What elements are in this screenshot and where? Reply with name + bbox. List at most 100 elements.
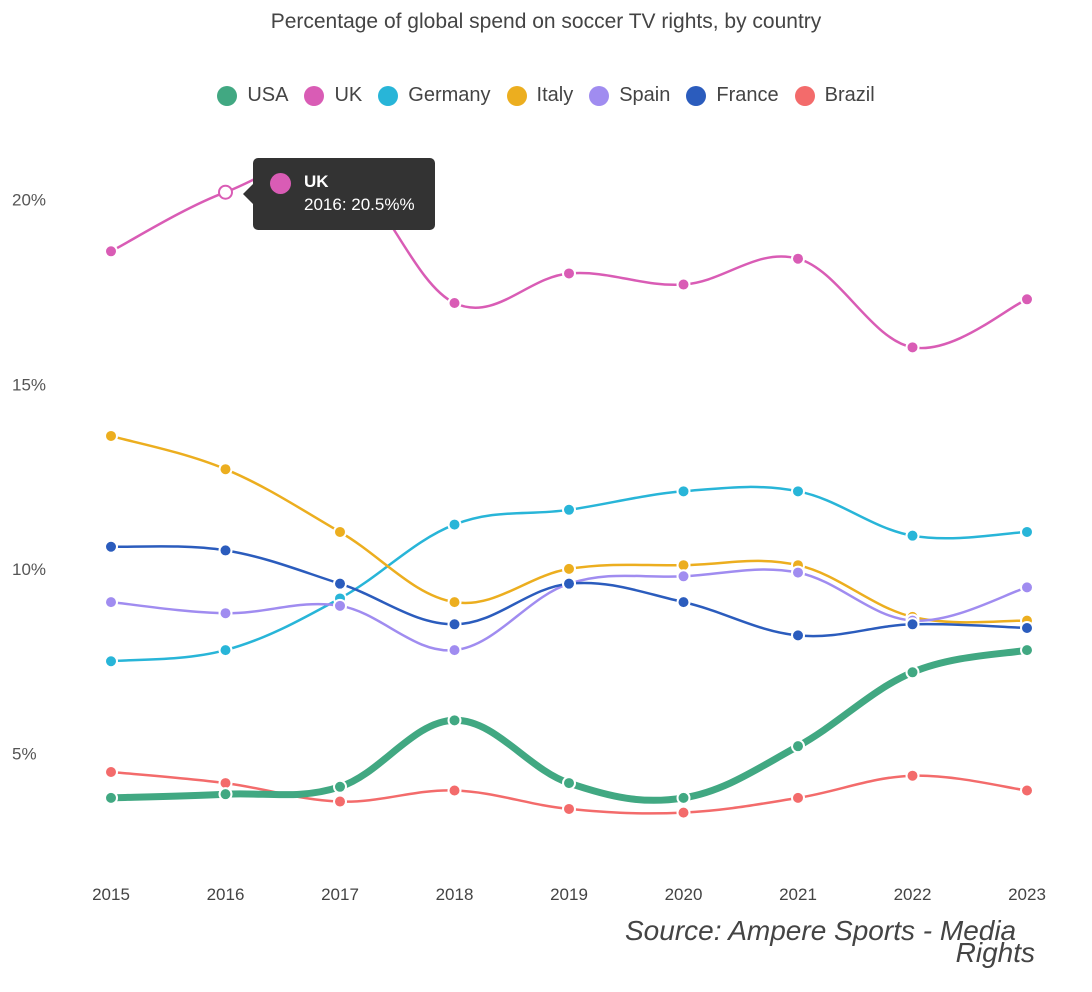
tooltip-value: 2016: 20.5%% — [304, 195, 415, 214]
data-point-usa[interactable] — [104, 790, 118, 805]
tooltip-series-dot — [270, 173, 291, 194]
legend-label: USA — [247, 84, 289, 106]
data-point-germany[interactable] — [1020, 524, 1034, 539]
data-point-usa[interactable] — [562, 776, 576, 791]
data-point-usa[interactable] — [333, 779, 347, 794]
legend-label: UK — [334, 84, 363, 106]
data-point-uk[interactable] — [447, 296, 462, 311]
data-point-germany[interactable] — [218, 643, 233, 658]
source-line-2: Rights — [955, 937, 1035, 968]
legend-swatch — [304, 85, 325, 106]
data-point-uk[interactable] — [218, 184, 233, 200]
x-tick-label: 2020 — [665, 885, 703, 904]
data-point-spain[interactable] — [1020, 580, 1034, 595]
legend-swatch — [686, 85, 707, 106]
data-point-france[interactable] — [676, 595, 691, 610]
tooltip-series-name: UK — [304, 172, 329, 191]
data-point-italy[interactable] — [218, 462, 233, 477]
data-point-brazil[interactable] — [562, 801, 576, 816]
x-tick-label: 2018 — [436, 885, 474, 904]
data-point-brazil[interactable] — [1020, 783, 1034, 798]
data-point-usa[interactable] — [676, 790, 691, 805]
data-point-germany[interactable] — [791, 484, 805, 499]
source-line-1: Source: Ampere Sports - Media — [625, 915, 1017, 946]
data-point-france[interactable] — [562, 576, 576, 591]
x-tick-label: 2021 — [779, 885, 817, 904]
x-tick-label: 2023 — [1008, 885, 1046, 904]
legend-item-uk[interactable]: UK — [304, 84, 362, 107]
legend-label: France — [716, 84, 779, 106]
data-point-brazil[interactable] — [104, 765, 118, 780]
x-axis: 2015 2016 2017 2018 2019 2020 2021 2022 2023 — [92, 885, 1046, 904]
data-point-france[interactable] — [791, 628, 805, 643]
data-point-brazil[interactable] — [333, 794, 347, 809]
legend-label: Germany — [408, 84, 491, 106]
x-tick-label: 2017 — [321, 885, 359, 904]
series-line-france[interactable] — [109, 545, 1029, 638]
data-point-brazil[interactable] — [676, 805, 691, 820]
y-axis: 5% 10% 15% 20% — [12, 191, 46, 764]
series-points — [104, 159, 1034, 820]
data-point-usa[interactable] — [1020, 643, 1034, 658]
data-point-italy[interactable] — [562, 561, 576, 576]
legend-item-usa[interactable]: USA — [217, 84, 288, 107]
legend-swatch — [378, 85, 399, 106]
data-point-spain[interactable] — [218, 606, 233, 621]
legend-item-france[interactable]: France — [686, 84, 779, 107]
data-point-brazil[interactable] — [905, 768, 920, 783]
legend-item-germany[interactable]: Germany — [378, 84, 491, 107]
source-credit: Source: Ampere Sports - Media Rights — [625, 915, 1035, 968]
data-point-spain[interactable] — [791, 565, 805, 580]
data-point-italy[interactable] — [447, 595, 462, 610]
legend-label: Brazil — [824, 84, 875, 106]
y-tick-label: 10% — [12, 560, 46, 579]
data-point-italy[interactable] — [104, 428, 118, 443]
data-point-france[interactable] — [905, 617, 920, 632]
data-point-uk[interactable] — [1020, 292, 1034, 307]
y-tick-label: 5% — [12, 745, 37, 764]
data-point-uk[interactable] — [791, 251, 805, 266]
data-point-brazil[interactable] — [447, 783, 462, 798]
data-point-france[interactable] — [104, 539, 118, 554]
data-point-usa[interactable] — [447, 713, 462, 728]
data-point-france[interactable] — [218, 543, 233, 558]
data-point-spain[interactable] — [333, 598, 347, 613]
data-point-italy[interactable] — [333, 524, 347, 539]
x-tick-label: 2019 — [550, 885, 588, 904]
data-point-brazil[interactable] — [791, 790, 805, 805]
data-point-usa[interactable] — [791, 739, 805, 754]
data-point-germany[interactable] — [562, 502, 576, 517]
legend-swatch — [794, 85, 815, 106]
y-tick-label: 20% — [12, 191, 46, 210]
x-tick-label: 2015 — [92, 885, 130, 904]
data-point-uk[interactable] — [562, 266, 576, 281]
legend-label: Spain — [619, 84, 671, 106]
data-point-france[interactable] — [333, 576, 347, 591]
legend-item-italy[interactable]: Italy — [506, 84, 574, 107]
data-point-spain[interactable] — [447, 643, 462, 658]
data-point-spain[interactable] — [104, 595, 118, 610]
x-tick-label: 2022 — [894, 885, 932, 904]
legend-item-spain[interactable]: Spain — [589, 84, 670, 107]
data-point-germany[interactable] — [676, 484, 691, 499]
x-tick-label: 2016 — [207, 885, 245, 904]
data-point-spain[interactable] — [676, 569, 691, 584]
data-point-france[interactable] — [447, 617, 462, 632]
data-point-france[interactable] — [1020, 620, 1034, 635]
data-point-usa[interactable] — [218, 787, 233, 802]
legend-label: Italy — [536, 84, 574, 106]
data-point-uk[interactable] — [676, 277, 691, 292]
legend-swatch — [217, 85, 238, 106]
legend-item-brazil[interactable]: Brazil — [794, 84, 875, 107]
data-point-uk[interactable] — [905, 340, 920, 355]
data-point-usa[interactable] — [905, 665, 920, 680]
chart-title: Percentage of global spend on soccer TV … — [270, 10, 822, 33]
data-point-germany[interactable] — [447, 517, 462, 532]
legend: USA UK Germany Italy Spain France Brazil — [0, 84, 1092, 107]
data-point-uk[interactable] — [104, 244, 118, 259]
data-point-germany[interactable] — [104, 654, 118, 669]
data-point-germany[interactable] — [905, 528, 920, 543]
legend-swatch — [506, 85, 527, 106]
y-tick-label: 15% — [12, 375, 46, 394]
